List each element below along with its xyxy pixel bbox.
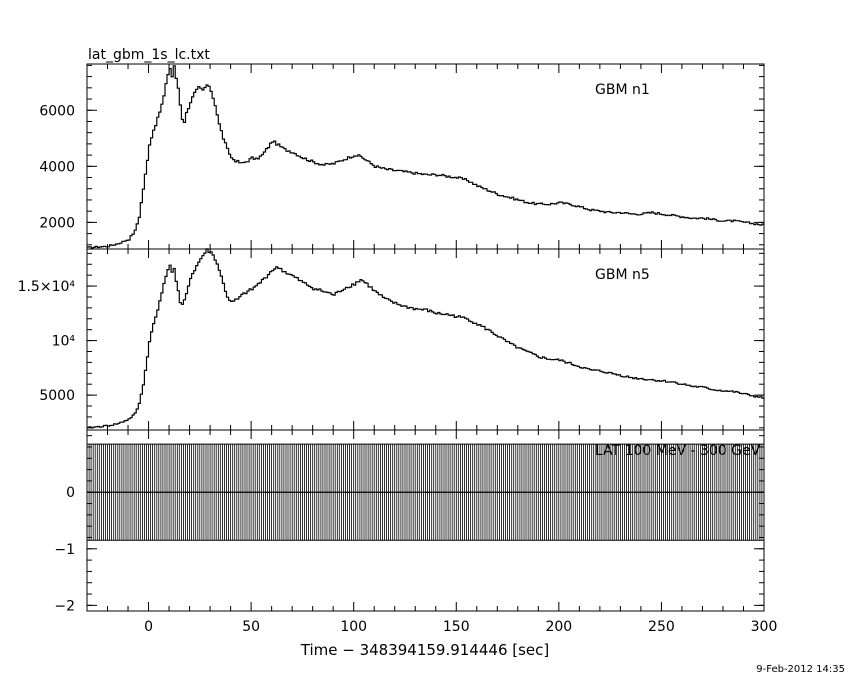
- chart-title: lat_gbm_1s_lc.txt: [88, 47, 210, 63]
- x-tick-label: 100: [340, 619, 367, 635]
- y-tick-label: −1: [54, 542, 75, 558]
- panel-gbm-n1: 2000 4000 6000 GBM n1: [39, 63, 765, 250]
- series-curve: [87, 65, 765, 249]
- series-curve: [87, 248, 765, 429]
- y-tick-label: 10⁴: [52, 334, 76, 350]
- x-tick-label: 300: [751, 619, 778, 635]
- panel-frame: [86, 248, 765, 431]
- y-tick-label: −2: [54, 598, 75, 614]
- x-axis-label: Time − 348394159.914446 [sec]: [300, 641, 550, 659]
- x-tick-label: 0: [144, 619, 153, 635]
- footer-date: 9-Feb-2012 14:35: [756, 664, 845, 675]
- x-tick-label: 150: [443, 619, 470, 635]
- y-tick-label: 0: [66, 485, 75, 501]
- series-label: LAT 100 MeV - 300 GeV: [595, 443, 761, 459]
- series-label: GBM n5: [595, 267, 650, 283]
- panel-lat: −2 −1 0 LAT 100 MeV - 300 GeV 0 50 100 150 200 25…: [54, 429, 778, 635]
- y-tick-label: 1.5×10⁴: [18, 279, 76, 295]
- y-tick-label: 6000: [39, 103, 75, 119]
- x-tick-label: 250: [648, 619, 675, 635]
- series-label: GBM n1: [595, 82, 650, 98]
- panel-gbm-n5: 5000 10⁴ 1.5×10⁴ GBM n5: [18, 248, 765, 431]
- y-tick-label: 4000: [39, 159, 75, 175]
- panel-frame: [86, 63, 765, 250]
- x-tick-label: 200: [545, 619, 572, 635]
- y-tick-label: 5000: [39, 388, 75, 404]
- y-tick-label: 2000: [39, 215, 75, 231]
- x-tick-label: 50: [242, 619, 260, 635]
